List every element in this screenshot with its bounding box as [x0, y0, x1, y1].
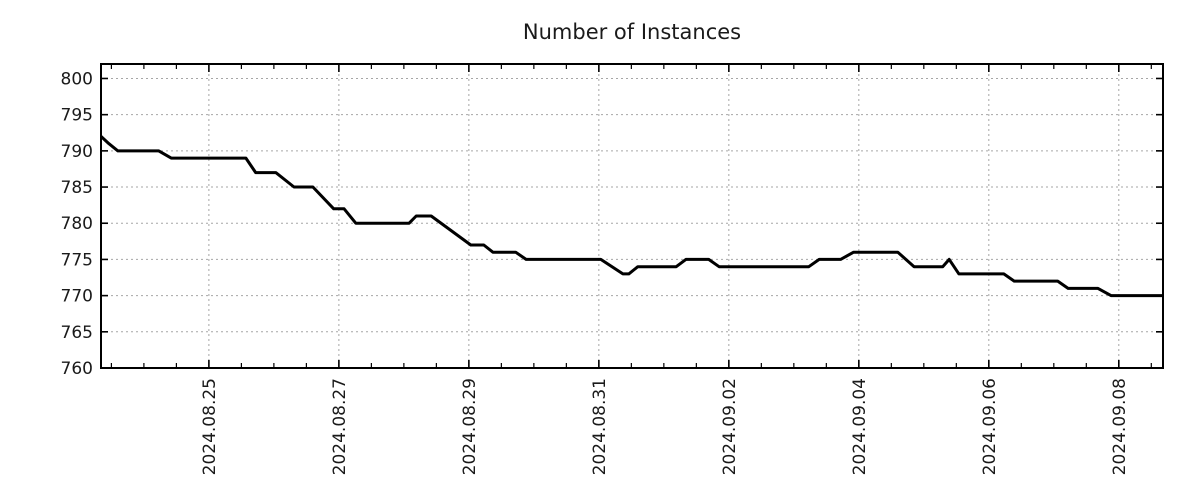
chart-title: Number of Instances	[523, 20, 741, 44]
y-tick-label: 770	[61, 287, 93, 307]
y-tick-label: 765	[61, 323, 93, 343]
y-tick-label: 795	[61, 106, 93, 126]
x-tick-label: 2024.08.31	[590, 378, 610, 475]
x-tick-label: 2024.09.08	[1110, 378, 1130, 475]
y-tick-label: 760	[61, 359, 93, 379]
y-tick-label: 780	[61, 214, 93, 234]
axes-and-ticks	[100, 63, 1164, 369]
x-tick-label: 2024.09.06	[980, 378, 1000, 475]
x-tick-label: 2024.08.27	[330, 378, 350, 475]
y-tick-label: 790	[61, 142, 93, 162]
x-tick-label: 2024.09.04	[850, 378, 870, 475]
x-tick-label: 2024.08.25	[200, 378, 220, 475]
x-tick-label: 2024.09.02	[720, 378, 740, 475]
data-line-instances	[99, 135, 1163, 298]
x-tick-label: 2024.08.29	[460, 378, 480, 475]
y-tick-label: 785	[61, 178, 93, 198]
y-tick-label: 800	[61, 69, 93, 89]
gridlines	[101, 64, 1163, 369]
plot-border	[100, 63, 1164, 369]
y-tick-label: 775	[61, 250, 93, 270]
tick-labels: 760 765 770 775 780 785 790 795 800 2024.08.25 202…	[61, 69, 1130, 475]
